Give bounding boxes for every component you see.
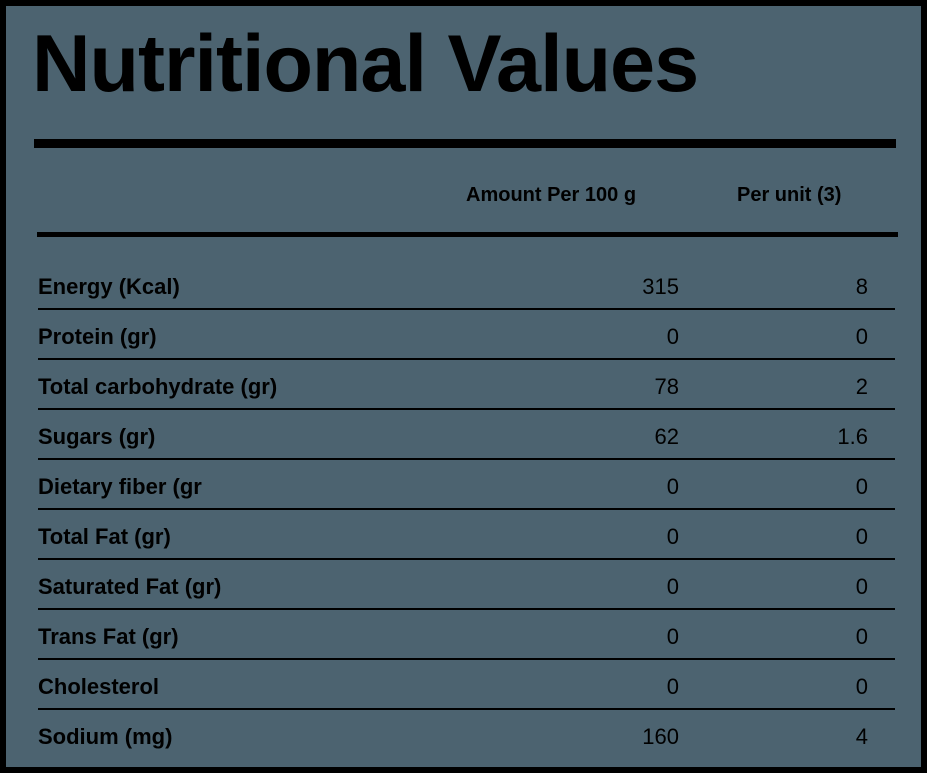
row-divider [38,558,895,560]
value-per-100g: 315 [642,274,679,299]
table-row: Dietary fiber (gr 0 0 [6,460,921,510]
nutrient-label: Sugars (gr) [38,424,156,449]
nutrient-label: Saturated Fat (gr) [38,574,222,599]
nutrient-label: Energy (Kcal) [38,274,180,299]
table-row: Sodium (mg) 160 4 [6,710,921,760]
row-divider [38,408,895,410]
value-per-unit: 8 [855,274,868,299]
row-divider [38,358,895,360]
row-divider [38,308,895,310]
value-per-unit: 1.6 [837,424,868,449]
page-title: Nutritional Values [32,19,699,109]
nutrient-label: Total carbohydrate (gr) [38,374,278,399]
row-divider [38,608,895,610]
nutrition-table: Energy (Kcal) 315 8 Protein (gr) 0 0 Total car… [6,260,921,760]
row-divider [38,658,895,660]
table-row: Energy (Kcal) 315 8 [6,260,921,310]
nutrient-label: Sodium (mg) [38,724,173,749]
value-per-100g: 0 [666,324,679,349]
value-per-unit: 0 [855,624,868,649]
table-row: Trans Fat (gr) 0 0 [6,610,921,660]
value-per-100g: 62 [654,424,679,449]
nutrition-panel: Nutritional Values Amount Per 100 g Per … [6,6,921,767]
table-row: Saturated Fat (gr) 0 0 [6,560,921,610]
value-per-100g: 0 [666,574,679,599]
header-divider [37,232,898,237]
value-per-unit: 0 [855,524,868,549]
value-per-100g: 0 [666,674,679,699]
title-divider [34,139,896,148]
nutrient-label: Dietary fiber (gr [38,474,202,499]
value-per-unit: 2 [855,374,868,399]
value-per-100g: 0 [666,624,679,649]
nutrient-label: Cholesterol [38,674,160,699]
value-per-unit: 0 [855,574,868,599]
value-per-100g: 78 [654,374,679,399]
value-per-unit: 0 [855,474,868,499]
nutrient-label: Protein (gr) [38,324,157,349]
nutrient-label: Trans Fat (gr) [38,624,179,649]
value-per-100g: 160 [642,724,679,749]
row-divider [38,458,895,460]
value-per-100g: 0 [666,474,679,499]
value-per-unit: 4 [855,724,868,749]
value-per-unit: 0 [855,674,868,699]
table-row: Protein (gr) 0 0 [6,310,921,360]
row-divider [38,508,895,510]
table-row: Total carbohydrate (gr) 78 2 [6,360,921,410]
table-row: Cholesterol 0 0 [6,660,921,710]
nutrient-label: Total Fat (gr) [38,524,171,549]
value-per-100g: 0 [666,524,679,549]
column-header-per-100g: Amount Per 100 g [466,184,637,206]
value-per-unit: 0 [855,324,868,349]
table-row: Total Fat (gr) 0 0 [6,510,921,560]
column-header-per-unit: Per unit (3) [737,184,842,206]
row-divider [38,708,895,710]
table-row: Sugars (gr) 62 1.6 [6,410,921,460]
